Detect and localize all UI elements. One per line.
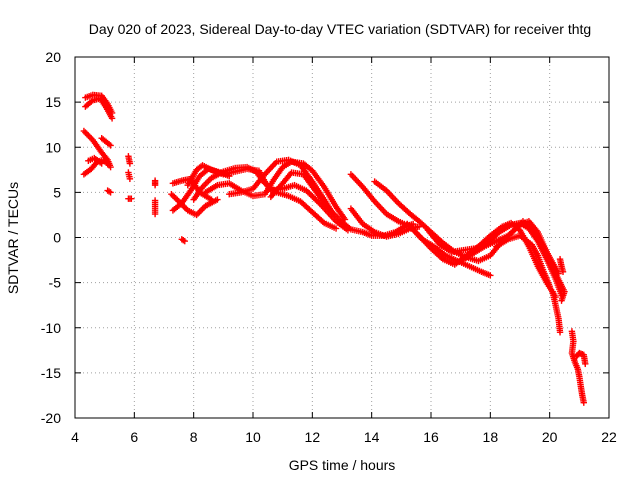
data-point <box>151 181 159 189</box>
y-tick-label: 5 <box>53 184 61 200</box>
data-point <box>151 210 159 218</box>
data-point <box>558 297 565 304</box>
series-arc-10 <box>125 195 135 202</box>
series-arc-21 <box>267 169 417 239</box>
x-tick-label: 20 <box>542 429 558 445</box>
x-tick-label: 16 <box>423 429 439 445</box>
series-arc-7 <box>104 187 114 196</box>
data-point <box>181 204 188 211</box>
y-axis-label: SDTVAR / TECUs <box>5 182 21 294</box>
x-tick-label: 12 <box>305 429 321 445</box>
y-tick-label: -5 <box>49 275 62 291</box>
data-point <box>107 142 114 149</box>
data-point <box>105 188 113 195</box>
data-point <box>85 132 92 139</box>
data-point <box>83 130 91 138</box>
data-point <box>126 160 134 167</box>
x-tick-label: 6 <box>130 429 138 445</box>
y-tick-label: -20 <box>41 410 61 426</box>
series-arc-30 <box>556 255 567 275</box>
series-arc-6 <box>85 154 105 167</box>
data-point <box>98 160 105 167</box>
x-tick-label: 10 <box>245 429 261 445</box>
y-tick-label: -10 <box>41 320 61 336</box>
series-arc-29 <box>549 288 564 336</box>
data-point <box>202 180 209 188</box>
series-arc-13 <box>178 236 188 245</box>
grid <box>75 57 609 418</box>
data-point <box>194 210 202 217</box>
x-tick-label: 14 <box>364 429 380 445</box>
data-point <box>205 177 212 185</box>
series-arc-5 <box>98 135 114 149</box>
series-arc-17 <box>184 162 352 234</box>
data-point <box>556 329 564 336</box>
y-tick-label: -15 <box>41 365 61 381</box>
data-point <box>580 399 587 406</box>
data-point <box>199 205 206 213</box>
chart-title: Day 020 of 2023, Sidereal Day-to-day VTE… <box>89 21 591 37</box>
tick-labels: 4 6 8 10 12 14 16 18 20 22 20 15 10 5 0 -5 -10 -15 -20 <box>41 49 617 445</box>
data-point <box>105 162 113 169</box>
series-arc-11 <box>151 177 159 189</box>
x-tick-label: 4 <box>71 429 79 445</box>
data-point <box>214 196 221 203</box>
axis-ticks <box>74 56 610 419</box>
data-point <box>582 360 589 368</box>
data-point <box>203 179 211 186</box>
data-point <box>546 283 553 290</box>
series-arc-31 <box>568 328 587 406</box>
series-layer <box>80 91 589 406</box>
data-point <box>332 225 340 232</box>
series-arc-12 <box>151 197 159 218</box>
data-point <box>86 133 94 141</box>
data-point <box>559 268 567 275</box>
data-point <box>107 189 114 196</box>
data-point <box>487 272 494 279</box>
y-tick-label: 10 <box>45 139 61 155</box>
series-arc-2 <box>82 95 116 122</box>
series-arc-9 <box>125 169 134 183</box>
data-point <box>82 129 89 136</box>
data-point <box>126 175 134 183</box>
y-tick-label: 0 <box>53 230 61 246</box>
x-tick-label: 8 <box>190 429 198 445</box>
series-arc-8 <box>125 153 134 167</box>
series-arc-32 <box>573 349 589 368</box>
x-tick-label: 22 <box>601 429 617 445</box>
data-point <box>180 237 187 244</box>
x-axis-label: GPS time / hours <box>289 457 396 473</box>
series-arc-28 <box>493 232 553 290</box>
data-point <box>80 127 88 135</box>
data-point <box>128 195 135 202</box>
series-arc-3 <box>80 127 114 171</box>
y-tick-label: 20 <box>45 49 61 65</box>
x-tick-label: 18 <box>483 429 499 445</box>
data-point <box>108 115 116 122</box>
data-point <box>181 237 188 245</box>
y-tick-label: 15 <box>45 94 61 110</box>
data-point <box>197 207 205 214</box>
